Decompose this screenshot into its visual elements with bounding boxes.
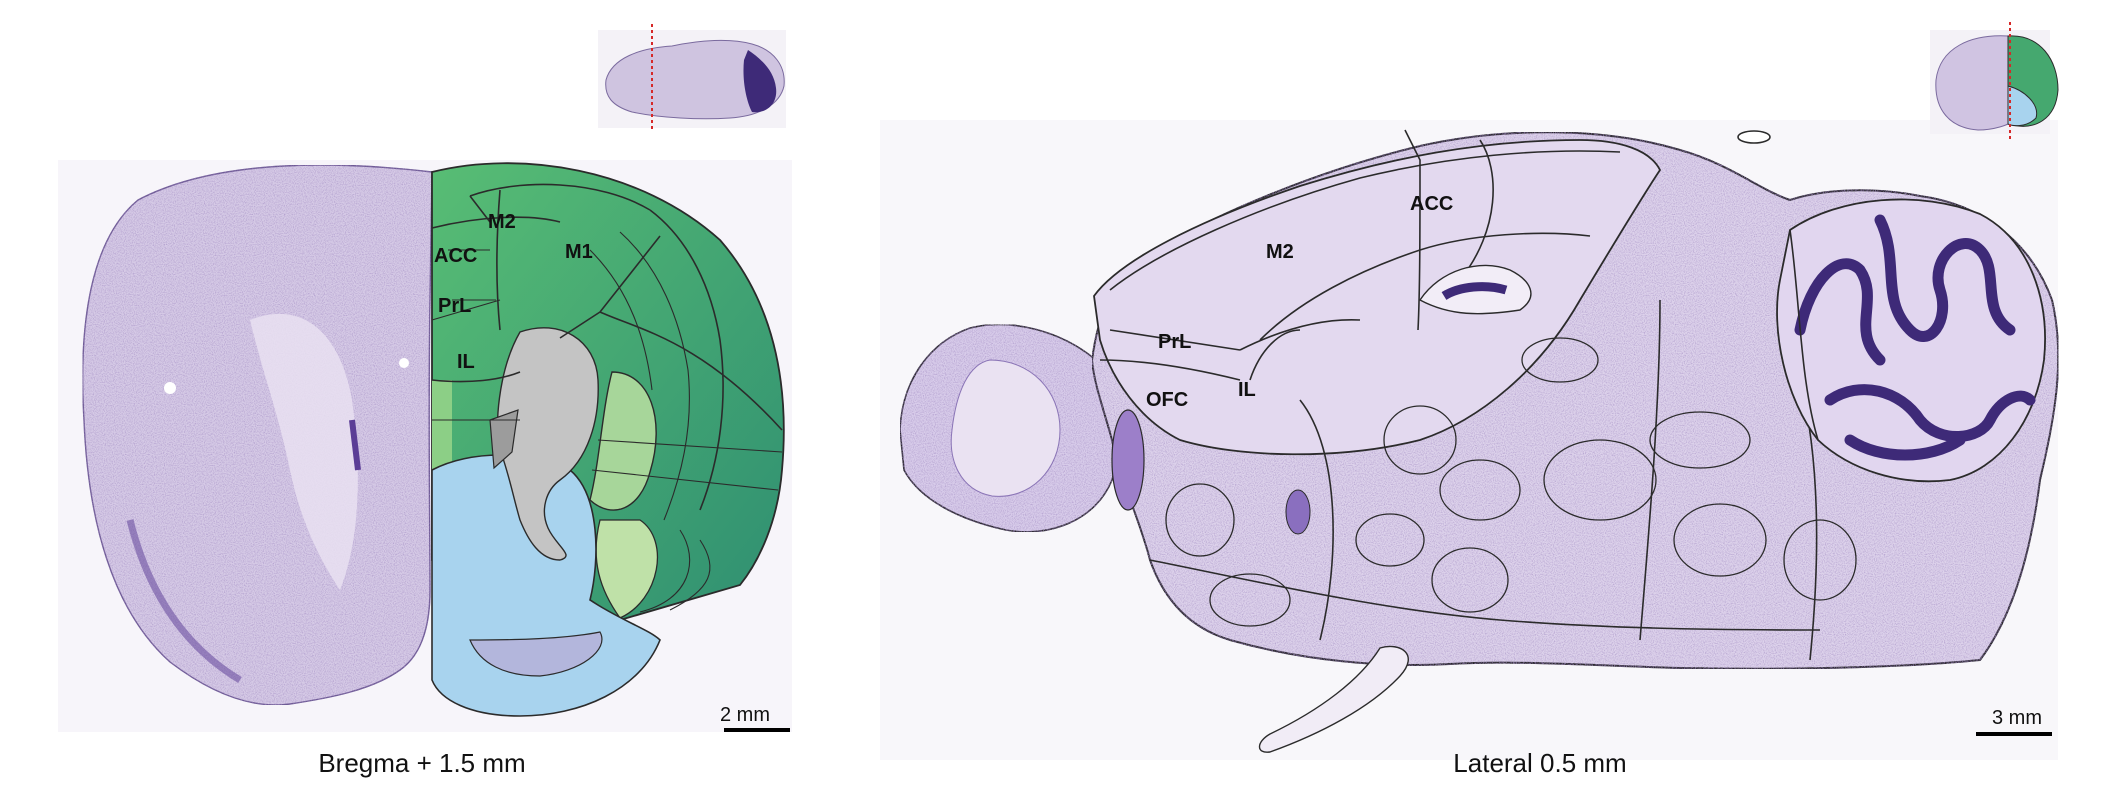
anterior-olfactory-nucleus <box>1111 409 1145 511</box>
corpus-callosum <box>1259 232 1591 341</box>
coronal-label-m1: M1 <box>565 241 593 263</box>
hypothalamic-nucleus <box>1355 513 1425 567</box>
medulla-region <box>1783 519 1857 601</box>
small-nucleus <box>1285 489 1311 535</box>
medial-cortex-strip <box>432 380 452 470</box>
sagittal-caption: Lateral 0.5 mm <box>1453 748 1626 778</box>
midbrain-region <box>1543 439 1657 521</box>
midbrain-region <box>1649 411 1751 469</box>
boundary <box>589 249 653 391</box>
boundary <box>469 195 491 223</box>
sagittal-label-prl: PrL <box>1158 331 1191 353</box>
sagittal-label-il: IL <box>1238 379 1256 401</box>
boundary <box>1239 318 1361 351</box>
ventral-boundary <box>1149 559 1821 631</box>
sagittal-section-thumbnail <box>1930 22 2059 142</box>
coronal-panel: M2 ACC M1 PrL IL 2 mm Bregma + 1.5 mm <box>58 24 792 778</box>
boundary <box>1109 150 1621 291</box>
sagittal-scale-bar-label: 3 mm <box>1992 707 2042 729</box>
boundary <box>559 311 601 339</box>
cerebellum <box>1776 198 2046 483</box>
boundary <box>496 189 501 331</box>
coronal-vessel <box>399 358 409 368</box>
coronal-section-thumbnail <box>598 24 786 130</box>
coronal-label-acc: ACC <box>434 245 477 267</box>
ventral-striatum <box>469 631 603 677</box>
boundary <box>431 216 561 229</box>
tectal-region <box>1521 337 1599 383</box>
coronal-vessel <box>164 382 176 394</box>
boundary <box>669 539 711 611</box>
thalamic-nucleus <box>1439 459 1521 521</box>
pons-region <box>1673 503 1767 577</box>
boundary <box>599 311 783 431</box>
sagittal-label-ofc: OFC <box>1146 389 1188 411</box>
sagittal-label-m2: M2 <box>1266 241 1294 263</box>
optic-nerve <box>1258 645 1409 753</box>
boundary <box>1789 229 1819 441</box>
sagittal-label-acc: ACC <box>1410 193 1453 215</box>
coronal-label-m2: M2 <box>488 211 516 233</box>
boundary <box>591 469 779 491</box>
sagittal-cortex <box>1093 139 1662 456</box>
coronal-label-il: IL <box>457 351 475 373</box>
coronal-scale-bar-label: 2 mm <box>720 704 770 726</box>
boundary <box>649 209 724 511</box>
subcortical-structures <box>1111 299 1857 661</box>
coronal-ventricle-mark <box>349 419 361 471</box>
ventricle-fork <box>489 409 519 470</box>
boundary <box>599 235 661 313</box>
coronal-label-prl: PrL <box>438 295 471 317</box>
boundary <box>1299 399 1334 641</box>
vessel-mark <box>1737 130 1771 144</box>
boundary <box>639 529 691 613</box>
boundary <box>1249 329 1301 381</box>
boundary <box>619 231 690 521</box>
boundary <box>431 299 501 321</box>
thalamic-nucleus <box>1383 405 1457 475</box>
olfactory-inner <box>950 359 1061 497</box>
coronal-caption: Bregma + 1.5 mm <box>318 748 525 778</box>
coronal-striatum-texture <box>250 313 358 590</box>
hippocampus-dentate <box>1441 282 1508 300</box>
ventral-region <box>1209 573 1291 627</box>
boundary <box>1109 329 1241 351</box>
boundary <box>1459 139 1494 281</box>
sagittal-panel: ACC M2 PrL OFC IL 3 mm Lateral 0.5 mm <box>880 22 2060 778</box>
boundary <box>1639 299 1661 641</box>
striatal-region <box>1165 483 1235 557</box>
boundary <box>597 439 783 453</box>
coronal-piriform-band <box>126 519 242 684</box>
coronal-atlas-hemisphere <box>431 162 785 717</box>
boundary <box>469 183 651 211</box>
boundary <box>1099 359 1241 381</box>
hypothalamic-nucleus <box>1431 547 1509 613</box>
boundary <box>431 371 521 383</box>
